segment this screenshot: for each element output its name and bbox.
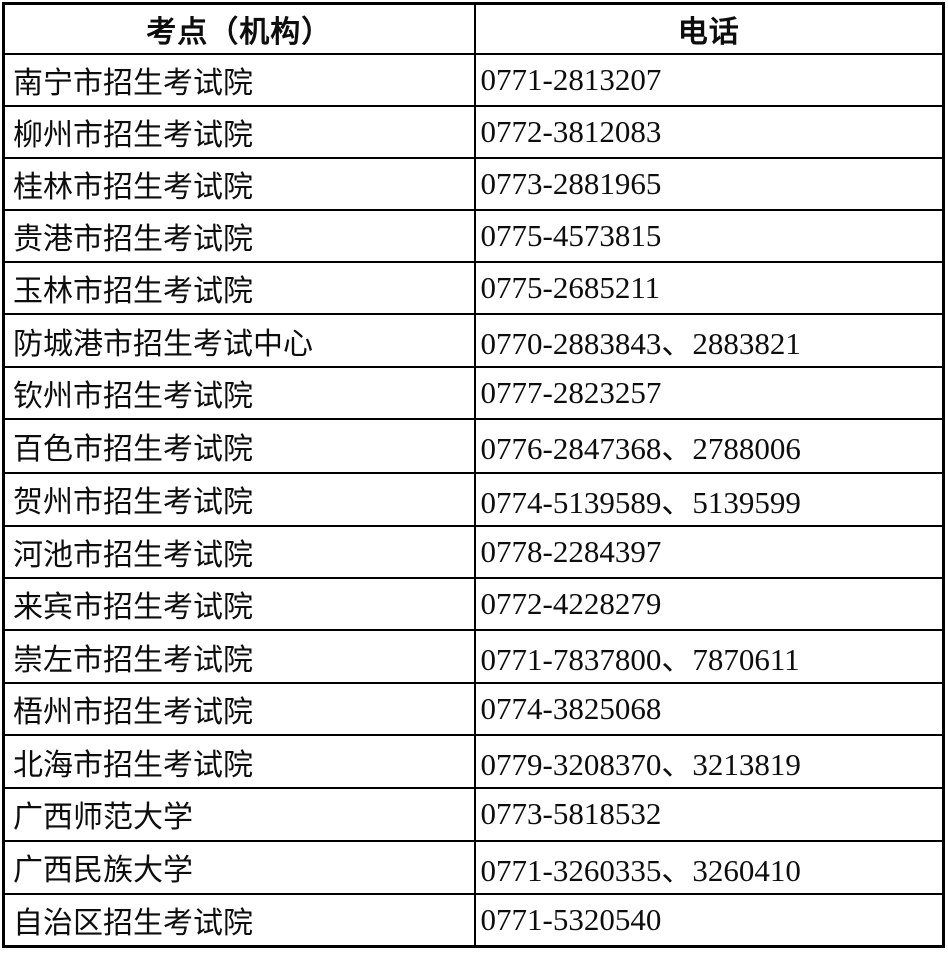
table-row: 贵港市招生考试院 0775-4573815 <box>2 208 945 263</box>
table-row: 自治区招生考试院 0771-5320540 <box>2 892 945 948</box>
site-cell: 广西师范大学 <box>2 787 476 842</box>
phone-cell: 0778-2284397 <box>473 524 945 579</box>
header-site: 考点（机构） <box>2 2 476 55</box>
header-phone: 电话 <box>473 2 945 55</box>
table-row: 梧州市招生考试院 0774-3825068 <box>2 682 945 737</box>
phone-cell: 0775-2685211 <box>473 260 945 316</box>
phone-cell: 0771-3260335、3260410 <box>473 839 945 895</box>
phone-cell: 0772-4228279 <box>473 576 945 631</box>
site-cell: 贵港市招生考试院 <box>2 208 476 263</box>
phone-cell: 0771-2813207 <box>473 52 945 107</box>
site-cell: 广西民族大学 <box>2 839 476 895</box>
phone-cell: 0775-4573815 <box>473 208 945 263</box>
phone-cell: 0773-2881965 <box>473 156 945 211</box>
phone-cell: 0774-3825068 <box>473 682 945 737</box>
site-cell: 自治区招生考试院 <box>2 892 476 948</box>
site-cell: 钦州市招生考试院 <box>2 366 476 421</box>
table-row: 玉林市招生考试院 0775-2685211 <box>2 260 945 316</box>
table-row: 百色市招生考试院 0776-2847368、2788006 <box>2 418 945 474</box>
site-cell: 柳州市招生考试院 <box>2 104 476 159</box>
site-cell: 崇左市招生考试院 <box>2 628 476 685</box>
phone-directory-table: 考点（机构） 电话 南宁市招生考试院 0771-2813207 柳州市招生考试院… <box>2 2 945 948</box>
table-row: 钦州市招生考试院 0777-2823257 <box>2 366 945 421</box>
site-cell: 来宾市招生考试院 <box>2 576 476 631</box>
site-cell: 百色市招生考试院 <box>2 418 476 474</box>
phone-cell: 0773-5818532 <box>473 787 945 842</box>
phone-cell: 0770-2883843、2883821 <box>473 313 945 369</box>
site-cell: 梧州市招生考试院 <box>2 682 476 737</box>
site-cell: 河池市招生考试院 <box>2 524 476 579</box>
table-row: 来宾市招生考试院 0772-4228279 <box>2 576 945 631</box>
site-cell: 桂林市招生考试院 <box>2 156 476 211</box>
table-row: 防城港市招生考试中心 0770-2883843、2883821 <box>2 313 945 369</box>
phone-cell: 0777-2823257 <box>473 366 945 421</box>
phone-cell: 0772-3812083 <box>473 104 945 159</box>
table-row: 崇左市招生考试院 0771-7837800、7870611 <box>2 628 945 685</box>
phone-cell: 0774-5139589、5139599 <box>473 471 945 527</box>
phone-cell: 0779-3208370、3213819 <box>473 734 945 790</box>
phone-cell: 0776-2847368、2788006 <box>473 418 945 474</box>
table-row: 南宁市招生考试院 0771-2813207 <box>2 52 945 107</box>
table-row: 北海市招生考试院 0779-3208370、3213819 <box>2 734 945 790</box>
header-row: 考点（机构） 电话 <box>2 2 945 55</box>
table-row: 柳州市招生考试院 0772-3812083 <box>2 104 945 159</box>
site-cell: 防城港市招生考试中心 <box>2 313 476 369</box>
table-row: 广西师范大学 0773-5818532 <box>2 787 945 842</box>
table-row: 河池市招生考试院 0778-2284397 <box>2 524 945 579</box>
phone-cell: 0771-7837800、7870611 <box>473 628 945 685</box>
table-row: 贺州市招生考试院 0774-5139589、5139599 <box>2 471 945 527</box>
table-row: 桂林市招生考试院 0773-2881965 <box>2 156 945 211</box>
site-cell: 贺州市招生考试院 <box>2 471 476 527</box>
site-cell: 北海市招生考试院 <box>2 734 476 790</box>
phone-cell: 0771-5320540 <box>473 892 945 948</box>
site-cell: 南宁市招生考试院 <box>2 52 476 107</box>
table-row: 广西民族大学 0771-3260335、3260410 <box>2 839 945 895</box>
site-cell: 玉林市招生考试院 <box>2 260 476 316</box>
